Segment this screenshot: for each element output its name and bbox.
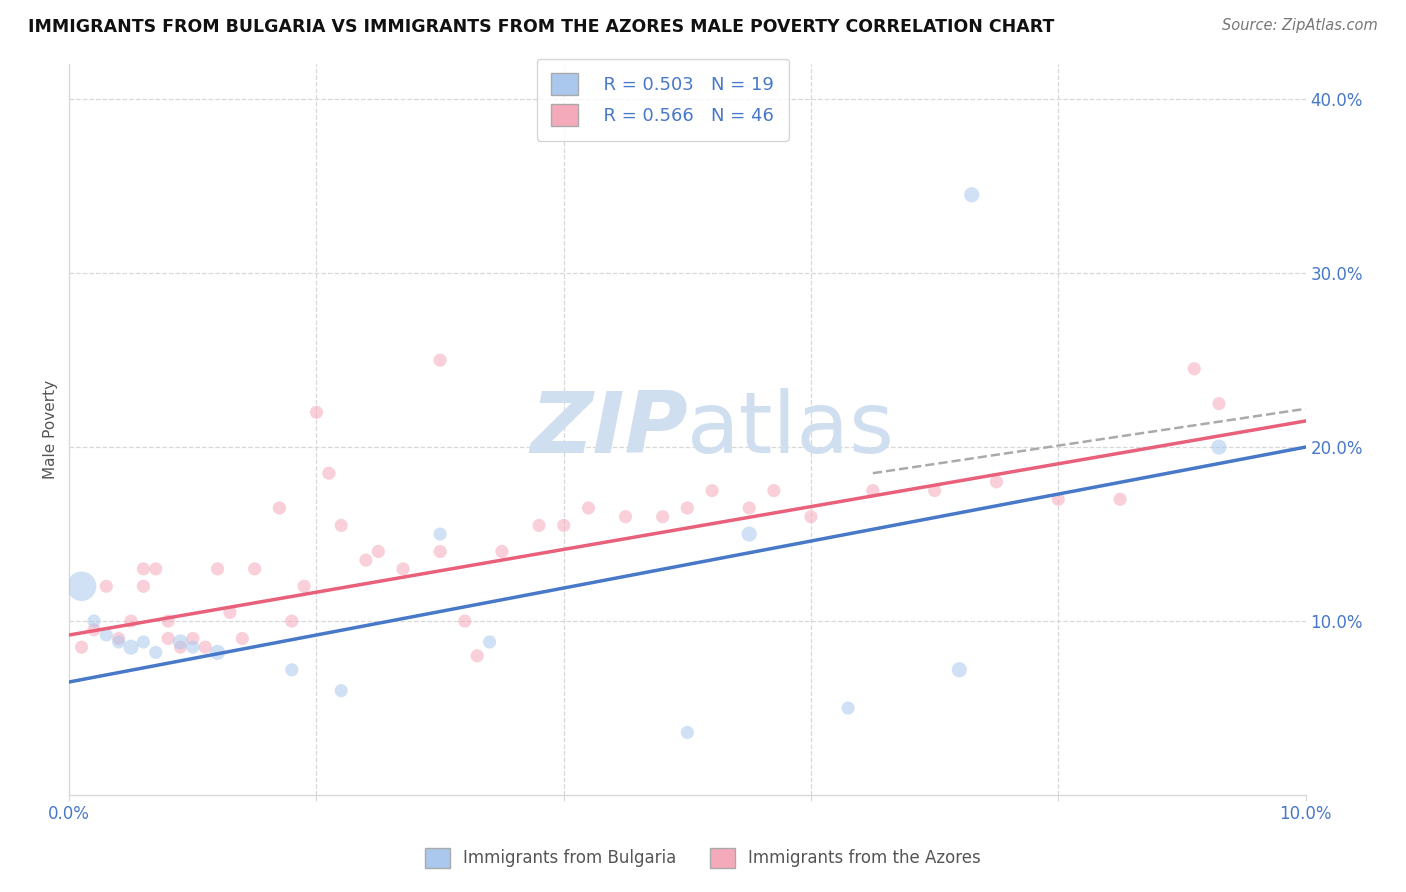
Y-axis label: Male Poverty: Male Poverty <box>44 380 58 479</box>
Point <box>738 527 761 541</box>
Point <box>454 614 477 628</box>
Point <box>986 475 1008 489</box>
Legend:   R = 0.503   N = 19,   R = 0.566   N = 46: R = 0.503 N = 19, R = 0.566 N = 46 <box>537 59 789 141</box>
Point <box>800 509 823 524</box>
Point <box>330 518 353 533</box>
Point <box>120 614 142 628</box>
Point <box>231 632 253 646</box>
Point <box>157 632 180 646</box>
Point <box>107 632 129 646</box>
Point <box>219 606 242 620</box>
Point <box>169 640 191 655</box>
Point <box>1047 492 1070 507</box>
Point <box>429 527 451 541</box>
Point <box>70 640 93 655</box>
Point <box>96 579 118 593</box>
Point <box>269 500 291 515</box>
Point <box>614 509 637 524</box>
Point <box>83 623 105 637</box>
Point <box>354 553 377 567</box>
Point <box>145 562 167 576</box>
Text: atlas: atlas <box>688 388 896 471</box>
Text: IMMIGRANTS FROM BULGARIA VS IMMIGRANTS FROM THE AZORES MALE POVERTY CORRELATION : IMMIGRANTS FROM BULGARIA VS IMMIGRANTS F… <box>28 18 1054 36</box>
Point <box>207 562 229 576</box>
Text: ZIP: ZIP <box>530 388 688 471</box>
Point <box>553 518 575 533</box>
Point <box>132 579 155 593</box>
Point <box>281 614 304 628</box>
Point <box>676 500 699 515</box>
Point <box>862 483 884 498</box>
Point <box>243 562 266 576</box>
Point <box>1182 361 1205 376</box>
Point <box>194 640 217 655</box>
Point <box>367 544 389 558</box>
Point <box>181 640 204 655</box>
Point <box>762 483 785 498</box>
Point <box>70 579 93 593</box>
Legend: Immigrants from Bulgaria, Immigrants from the Azores: Immigrants from Bulgaria, Immigrants fro… <box>419 841 987 875</box>
Point <box>169 635 191 649</box>
Point <box>120 640 142 655</box>
Point <box>960 187 983 202</box>
Text: Source: ZipAtlas.com: Source: ZipAtlas.com <box>1222 18 1378 33</box>
Point <box>651 509 673 524</box>
Point <box>478 635 501 649</box>
Point <box>837 701 859 715</box>
Point <box>429 544 451 558</box>
Point <box>527 518 550 533</box>
Point <box>330 683 353 698</box>
Point <box>83 614 105 628</box>
Point <box>107 635 129 649</box>
Point <box>132 562 155 576</box>
Point <box>700 483 723 498</box>
Point <box>145 645 167 659</box>
Point <box>429 353 451 368</box>
Point <box>924 483 946 498</box>
Point <box>281 663 304 677</box>
Point <box>292 579 315 593</box>
Point <box>676 725 699 739</box>
Point <box>181 632 204 646</box>
Point <box>1208 396 1230 410</box>
Point <box>738 500 761 515</box>
Point <box>157 614 180 628</box>
Point <box>392 562 415 576</box>
Point <box>1208 440 1230 454</box>
Point <box>305 405 328 419</box>
Point <box>318 466 340 480</box>
Point <box>465 648 488 663</box>
Point <box>578 500 600 515</box>
Point <box>948 663 970 677</box>
Point <box>491 544 513 558</box>
Point <box>132 635 155 649</box>
Point <box>1109 492 1132 507</box>
Point <box>207 645 229 659</box>
Point <box>96 628 118 642</box>
